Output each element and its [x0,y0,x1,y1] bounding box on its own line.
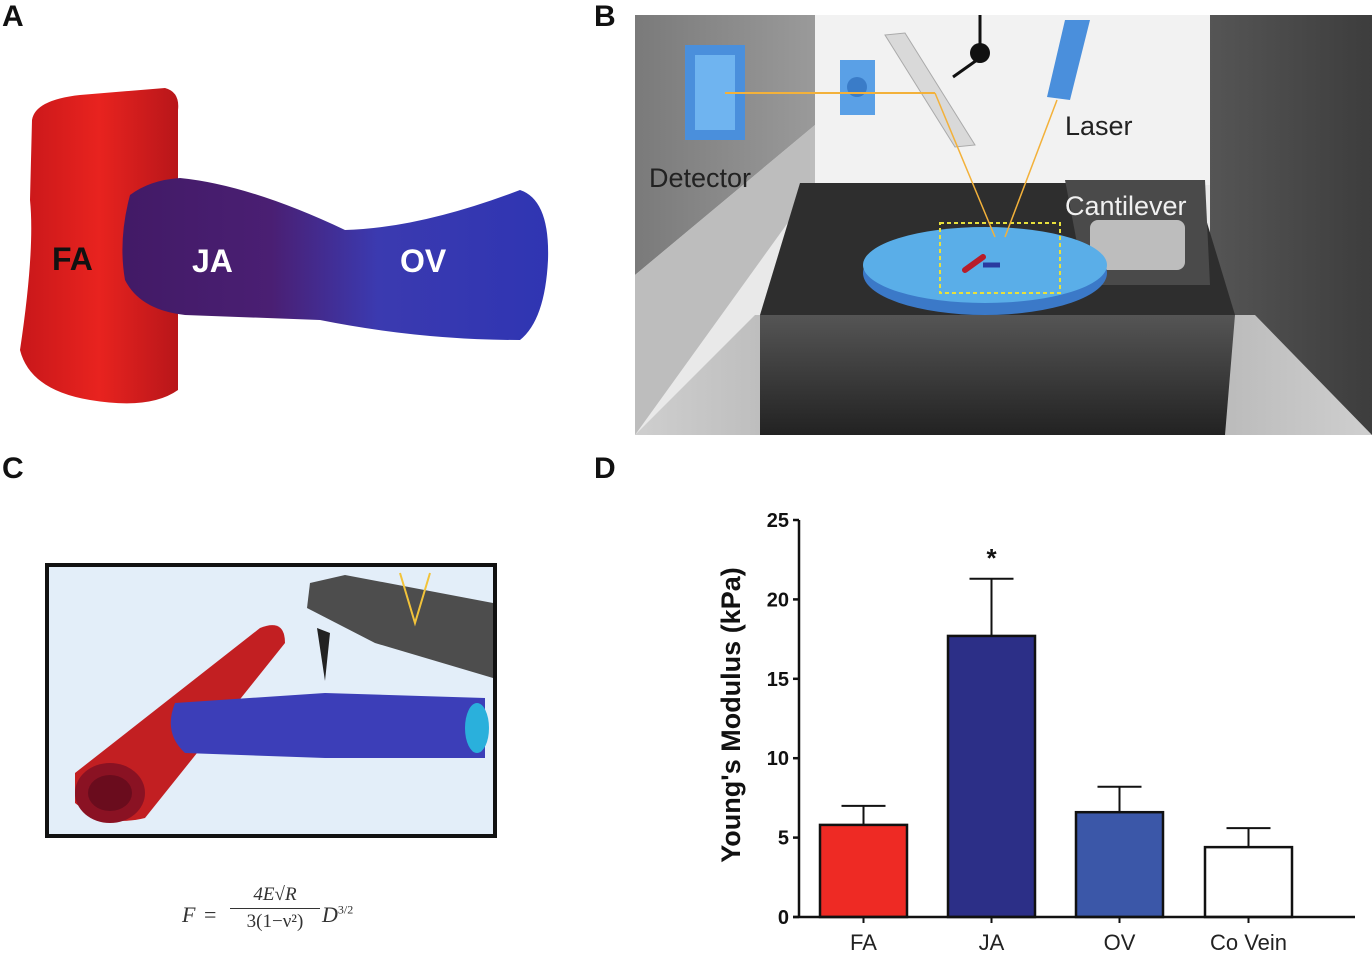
label-ja: JA [192,243,233,279]
y-axis-label: Young's Modulus (kPa) [716,567,746,862]
y-tick-label: 0 [778,907,789,929]
label-fa: FA [52,241,93,277]
formula-rhs-exponent: 3/2 [337,902,354,917]
x-tick-label: JA [979,930,1005,955]
panel-c-indentation [45,563,497,838]
y-tick-label: 25 [767,510,789,532]
bar-co-vein [1203,845,1294,919]
x-axis: FA JA OV Co Vein [793,915,1355,955]
panel-a-vessel-model: FA JA OV [0,60,600,420]
formula-lhs: F [182,902,196,927]
formula-rhs-base: D [322,902,338,927]
youngs-modulus-chart: 0 5 10 15 20 25 * FA JA OV Co Vein Young's Modul… [716,510,1355,955]
bar-ja [946,634,1037,919]
panel-b-afm-setup: Detector Laser Cantilever [635,15,1372,435]
afm-setup-illustration: Detector Laser Cantilever [635,15,1372,435]
panel-a-letter: A [2,0,24,33]
y-tick-label: 5 [778,828,789,850]
x-tick-label: Co Vein [1210,930,1287,955]
x-tick-label: OV [1104,930,1136,955]
formula-fraction: 4E√R 3(1−ν²) [230,884,320,933]
y-tick-label: 10 [767,748,789,770]
label-detector: Detector [649,163,751,193]
y-tick-label: 20 [767,589,789,611]
bar-fa [818,823,909,919]
formula-denominator: 3(1−ν²) [246,911,304,932]
formula-rhs: D3/2 [322,902,353,928]
label-ov: OV [400,243,447,279]
bars: * [818,543,1294,919]
y-axis: 0 5 10 15 20 25 [767,510,801,929]
panel-d-letter: D [594,452,616,485]
x-tick-label: FA [850,930,877,955]
indentation-illustration [45,563,497,838]
significance-marker: * [986,543,997,573]
y-tick-label: 15 [767,669,789,691]
bar-ov [1074,810,1165,919]
formula-equals: = [204,902,217,927]
label-cantilever: Cantilever [1065,191,1187,221]
hertz-formula: F = 4E√R 3(1−ν²) D3/2 [180,880,410,960]
panel-b-letter: B [594,0,616,33]
panel-d-bar-chart: 0 5 10 15 20 25 * FA JA OV Co Vein Young's Modul… [700,500,1372,964]
formula-numerator: 4E√R [230,884,320,909]
vessel-model-illustration: FA JA OV [20,88,549,404]
panel-c-letter: C [2,452,24,485]
label-laser: Laser [1065,111,1133,141]
